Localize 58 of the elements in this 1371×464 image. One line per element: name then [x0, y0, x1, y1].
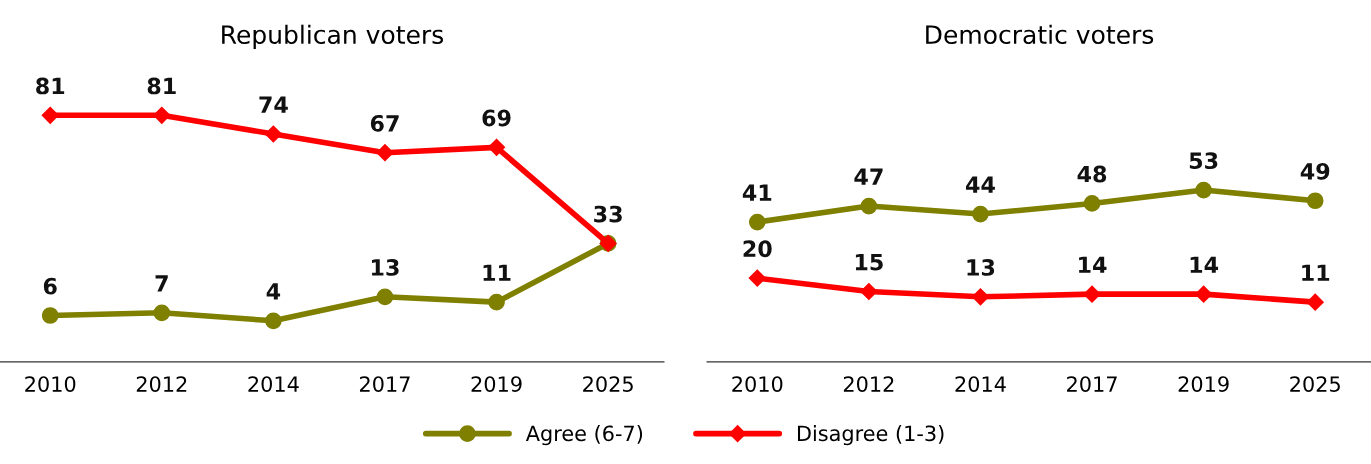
- point: [1083, 285, 1101, 303]
- point: [488, 293, 505, 311]
- data-label: 4: [266, 283, 281, 300]
- x-tick-label: 2019: [1178, 376, 1229, 392]
- x-tick-label: 2017: [359, 376, 410, 392]
- point: [748, 269, 766, 287]
- data-label: 53: [1189, 152, 1218, 170]
- point: [1306, 192, 1324, 210]
- data-label: 13: [967, 259, 995, 276]
- x-tick-label: 2017: [1067, 376, 1117, 392]
- x-tick-label: 2010: [732, 376, 783, 392]
- x-tick-label: 2014: [955, 376, 1006, 392]
- data-label: 20: [743, 240, 772, 258]
- point: [265, 312, 282, 330]
- data-label: 14: [1079, 256, 1107, 273]
- data-label: 14: [1190, 256, 1219, 273]
- data-label: 41: [742, 184, 772, 201]
- point: [41, 307, 59, 324]
- point: [264, 125, 282, 143]
- point: [153, 106, 171, 124]
- data-label: 11: [1302, 264, 1330, 281]
- data-label: 81: [147, 77, 176, 95]
- x-tick-label: 2012: [843, 376, 894, 392]
- legend-label: Agree (6-7): [525, 425, 643, 446]
- data-label: 44: [966, 176, 995, 193]
- data-label: 15: [855, 253, 883, 271]
- point: [376, 288, 394, 306]
- data-label: 11: [483, 264, 511, 281]
- point: [376, 144, 394, 162]
- data-label: 13: [372, 259, 399, 276]
- x-tick-label: 2025: [1290, 376, 1340, 392]
- point: [972, 205, 989, 223]
- data-label: 48: [1077, 165, 1107, 183]
- x-tick-label: 2010: [25, 376, 76, 392]
- point: [860, 197, 878, 215]
- x-tick-label: 2019: [471, 376, 522, 392]
- data-label: 74: [259, 96, 288, 113]
- point: [1306, 293, 1324, 311]
- chart-title: Democratic voters: [926, 24, 1154, 45]
- data-label: 49: [1300, 162, 1330, 180]
- data-label: 47: [854, 168, 883, 185]
- x-tick-label: 2014: [248, 376, 299, 392]
- point: [41, 106, 59, 124]
- legend-label: Disagree (1-3): [797, 425, 944, 446]
- data-label: 7: [155, 275, 168, 292]
- point: [1083, 195, 1101, 212]
- point: [860, 282, 878, 301]
- point: [153, 304, 171, 322]
- chart-title: Republican voters: [222, 24, 444, 49]
- x-tick-label: 2025: [583, 376, 633, 392]
- point: [748, 213, 766, 231]
- data-label: 81: [36, 77, 65, 95]
- data-label: 6: [43, 277, 57, 295]
- x-tick-label: 2012: [136, 376, 187, 392]
- data-label: 67: [370, 114, 399, 132]
- data-label: 69: [482, 109, 511, 127]
- data-label: 33: [594, 205, 622, 223]
- point: [1195, 181, 1212, 199]
